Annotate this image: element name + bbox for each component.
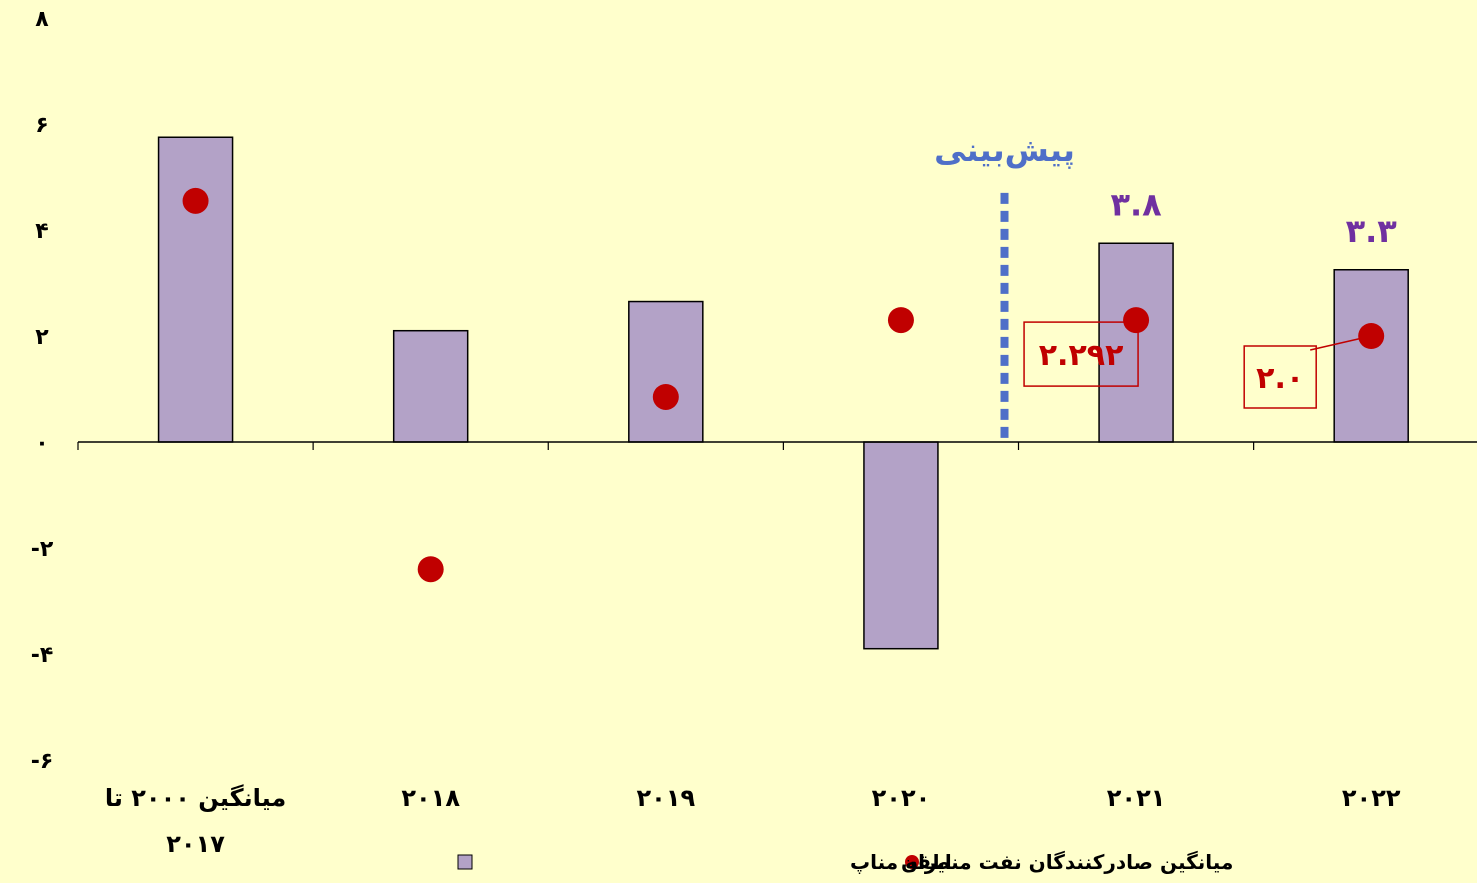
x-category-label-line1: میانگین ۲۰۰۰ تا bbox=[105, 784, 286, 812]
bar-value-label: ۳.۸ bbox=[1110, 185, 1162, 223]
x-category-label: ۲۰۲۱ bbox=[1107, 784, 1166, 812]
x-category-label: ۲۰۱۸ bbox=[401, 784, 460, 812]
legend-iran-label: ایران bbox=[901, 850, 952, 874]
y-tick-label: -۶ bbox=[31, 749, 54, 774]
x-category-label: ۲۰۲۰ bbox=[872, 784, 931, 812]
callout-label: ۲.۰ bbox=[1256, 361, 1304, 396]
bar bbox=[628, 300, 704, 443]
y-tick-label: ۶ bbox=[35, 113, 48, 138]
bar bbox=[392, 329, 469, 443]
iran-dot bbox=[417, 556, 444, 583]
callout-box bbox=[1023, 321, 1139, 387]
y-tick-label: ۴ bbox=[35, 219, 48, 244]
y-tick-label: ۰ bbox=[35, 431, 48, 456]
iran-dot bbox=[1123, 307, 1150, 334]
iran-dot bbox=[652, 383, 679, 410]
legend-bar-marker bbox=[457, 854, 473, 870]
bar bbox=[1098, 242, 1174, 443]
legend-bar-label: میانگین صادرکنندگان نفت منطقه مناپ bbox=[850, 850, 1233, 874]
forecast-label: پیش‌بینی bbox=[934, 131, 1075, 169]
y-tick-label: -۲ bbox=[31, 537, 54, 562]
x-category-label: ۲۰۱۹ bbox=[637, 784, 696, 812]
callout-label: ۲.۲۹۲ bbox=[1039, 338, 1124, 373]
x-category-label: ۲۰۲۲ bbox=[1342, 784, 1401, 812]
iran-dot bbox=[887, 307, 914, 334]
y-tick-label: ۸ bbox=[35, 7, 49, 32]
y-tick-label: -۴ bbox=[31, 643, 54, 668]
bar bbox=[1333, 269, 1409, 443]
x-category-label-line2: ۲۰۱۷ bbox=[166, 830, 225, 858]
bar bbox=[863, 441, 939, 650]
callout-box bbox=[1243, 345, 1317, 409]
iran-dot bbox=[1358, 323, 1385, 349]
legend-iran-marker bbox=[905, 855, 919, 869]
bar-value-label: ۳.۳ bbox=[1346, 212, 1398, 250]
iran-dot bbox=[182, 187, 209, 214]
y-tick-label: ۲ bbox=[35, 325, 49, 350]
bar bbox=[157, 136, 234, 443]
